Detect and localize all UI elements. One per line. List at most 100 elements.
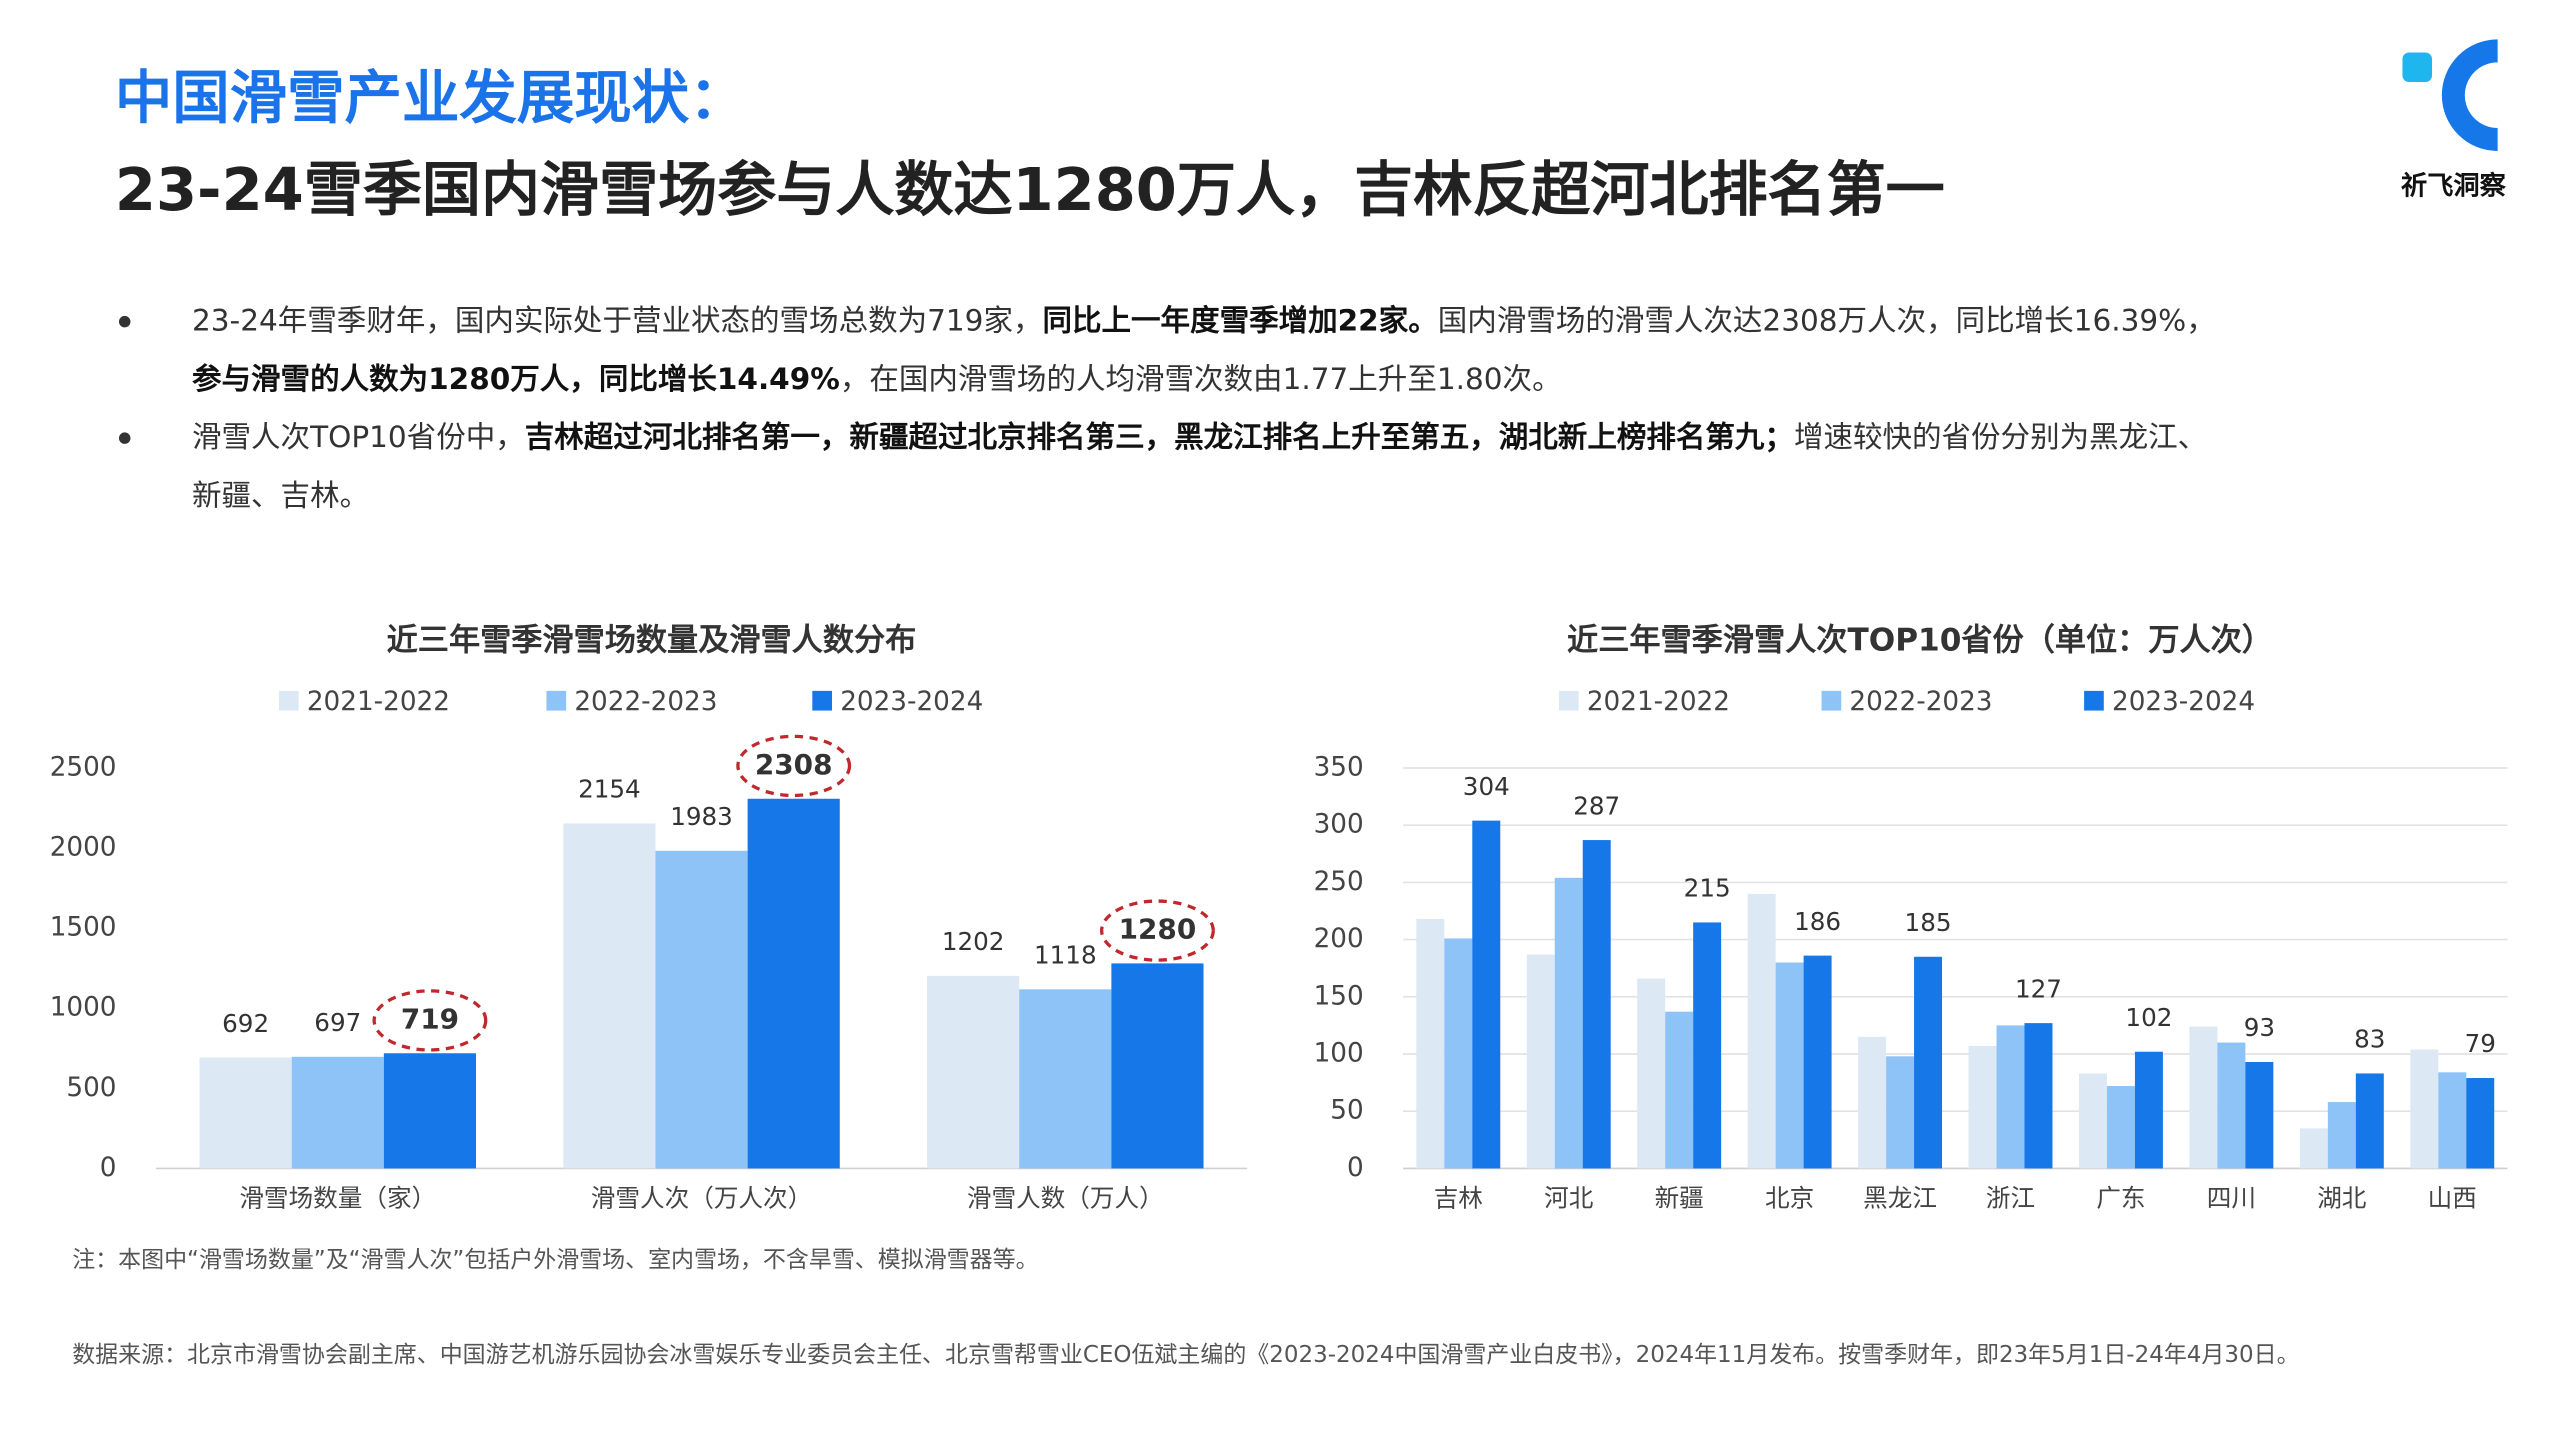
bar	[2327, 1102, 2356, 1169]
y-tick-label: 0	[100, 1153, 117, 1183]
bar	[2189, 1026, 2218, 1169]
bar	[1858, 1036, 1887, 1169]
y-tick-label: 300	[1314, 810, 1364, 840]
data-label: 2308	[755, 748, 833, 781]
bar	[199, 1057, 292, 1169]
bar	[1582, 840, 1611, 1169]
x-tick-label: 广东	[2096, 1184, 2145, 1213]
x-tick-label: 河北	[1544, 1184, 1593, 1213]
bar	[2466, 1078, 2495, 1169]
chart: 近三年雪季滑雪场数量及滑雪人数分布 2021-2022 2022-2023 2023-…	[50, 623, 1248, 1213]
x-tick-label: 滑雪人数（万人）	[967, 1184, 1164, 1213]
data-label: 83	[2354, 1025, 2385, 1054]
highlight-ring	[372, 989, 488, 1052]
bar	[291, 1056, 384, 1169]
bar	[1747, 893, 1776, 1169]
data-label: 1280	[1119, 913, 1197, 946]
bar	[1111, 963, 1204, 1169]
chart: 近三年雪季滑雪人次TOP10省份（单位：万人次） 2021-2022 2022-20…	[1314, 623, 2508, 1213]
bullet-text: 同比上一年度雪季增加22家。	[1042, 303, 1437, 337]
x-tick-label: 浙江	[1986, 1184, 2035, 1213]
data-label: 304	[1463, 772, 1510, 801]
data-label: 1202	[942, 927, 1005, 956]
bullet-text: 吉林超过河北排名第一，新疆超过北京排名第三，黑龙江排名上升至第五，湖北新上榜排名…	[525, 420, 1794, 454]
x-tick-label: 黑龙江	[1863, 1184, 1937, 1213]
bar	[1019, 989, 1112, 1169]
bar	[1996, 1025, 2025, 1169]
bullets: 23-24年雪季财年，国内实际处于营业状态的雪场总数为719家，同比上一年度雪季…	[118, 303, 2216, 512]
bar	[1637, 978, 1666, 1169]
legend-swatch	[546, 690, 567, 711]
bullet-line: 23-24年雪季财年，国内实际处于营业状态的雪场总数为719家，同比上一年度雪季…	[192, 303, 2216, 337]
bar	[927, 975, 1020, 1169]
bullet-text: 新疆、吉林。	[192, 478, 369, 512]
legend-label: 2023-2024	[840, 687, 983, 717]
bar	[563, 823, 656, 1169]
logo: 祈飞洞察	[2401, 39, 2507, 202]
chart-title: 近三年雪季滑雪人次TOP10省份（单位：万人次）	[1567, 623, 2273, 659]
x-tick-label: 四川	[2207, 1184, 2256, 1213]
note: 注：本图中“滑雪场数量”及“滑雪人次”包括户外滑雪场、室内雪场，不含旱雪、模拟滑…	[72, 1247, 1038, 1273]
legend-label: 2023-2024	[2112, 687, 2255, 717]
bullet-text: ，在国内滑雪场的人均滑雪次数由1.77上升至1.80次。	[840, 361, 1562, 395]
bar	[2217, 1042, 2246, 1169]
bullet-text: 国内滑雪场的滑雪人次达2308万人次，同比增长16.39%，	[1438, 303, 2216, 337]
legend-swatch	[278, 690, 299, 711]
legend-swatch	[1821, 690, 1842, 711]
bullet-line: 参与滑雪的人数为1280万人，同比增长14.49%，在国内滑雪场的人均滑雪次数由…	[192, 361, 1562, 395]
logo-square	[2402, 52, 2432, 83]
legend-label: 2021-2022	[1587, 687, 1730, 717]
bar	[1444, 938, 1473, 1169]
bar	[1693, 922, 1722, 1169]
y-tick-label: 150	[1314, 981, 1364, 1011]
data-label: 287	[1573, 791, 1620, 820]
y-tick-label: 2000	[50, 833, 117, 863]
bar	[747, 798, 840, 1169]
y-tick-label: 1000	[50, 993, 117, 1023]
bar	[1554, 877, 1583, 1169]
bar	[1665, 1011, 1694, 1169]
bar	[1968, 1045, 1997, 1169]
source: 数据来源：北京市滑雪协会副主席、中国游艺机游乐园协会冰雪娱乐专业委员会主任、北京…	[72, 1342, 2299, 1368]
bar	[2245, 1062, 2274, 1169]
data-label: 1983	[670, 802, 733, 831]
bullet-text: 滑雪人次TOP10省份中，	[192, 420, 525, 454]
data-label: 1118	[1034, 941, 1097, 970]
y-tick-label: 200	[1314, 924, 1364, 954]
legend-swatch	[812, 690, 832, 711]
y-tick-label: 350	[1314, 753, 1364, 783]
bullet-text: 参与滑雪的人数为1280万人，同比增长14.49%	[192, 361, 840, 395]
bar	[2024, 1023, 2053, 1169]
highlight-ring	[1100, 899, 1215, 962]
y-tick-label: 1500	[50, 913, 117, 943]
bar	[2438, 1072, 2467, 1169]
data-label: 79	[2465, 1029, 2496, 1058]
data-label: 186	[1794, 907, 1841, 936]
bullet-dot	[118, 432, 131, 444]
bar	[1886, 1056, 1915, 1169]
logo-text: 祈飞洞察	[2401, 172, 2507, 202]
y-tick-label: 100	[1314, 1039, 1364, 1069]
data-label: 102	[2125, 1003, 2172, 1032]
bar	[1416, 919, 1445, 1169]
legend-label: 2022-2023	[574, 687, 717, 717]
x-tick-label: 滑雪人次（万人次）	[591, 1184, 812, 1213]
data-label: 719	[401, 1002, 459, 1035]
chart-title: 近三年雪季滑雪场数量及滑雪人数分布	[387, 623, 917, 659]
data-label: 692	[222, 1009, 269, 1038]
x-tick-label: 湖北	[2317, 1184, 2366, 1213]
logo-arc	[2441, 39, 2498, 151]
x-tick-label: 北京	[1765, 1184, 1814, 1213]
y-tick-label: 250	[1314, 867, 1364, 897]
charts: 近三年雪季滑雪场数量及滑雪人数分布 2021-2022 2022-2023 2023-…	[50, 623, 2508, 1213]
bar	[2410, 1049, 2439, 1169]
y-tick-label: 50	[1330, 1096, 1363, 1126]
bar	[1775, 962, 1804, 1169]
data-label: 2154	[578, 775, 641, 804]
bullet-line: 新疆、吉林。	[192, 478, 369, 512]
bullet-line: 滑雪人次TOP10省份中，吉林超过河北排名第一，新疆超过北京排名第三，黑龙江排名…	[192, 420, 2207, 454]
bar	[2355, 1073, 2384, 1169]
